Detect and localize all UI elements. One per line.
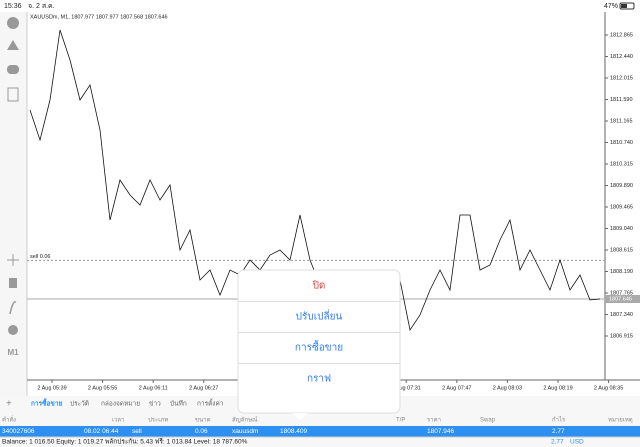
menu-item[interactable]: กราฟ — [307, 374, 331, 385]
column-header: ประเภท — [148, 417, 168, 424]
function-icon[interactable] — [9, 301, 17, 315]
chat-icon[interactable] — [7, 65, 19, 74]
y-tick-label: 1812.015 — [610, 75, 633, 81]
tab[interactable]: บันทึก — [170, 400, 187, 408]
tab[interactable]: ประวัติ — [70, 400, 89, 408]
y-tick-label: 1806.915 — [610, 333, 633, 339]
indicators-icon[interactable] — [9, 278, 17, 288]
x-tick-label: 2 Aug 05:55 — [88, 385, 117, 391]
menu-item[interactable]: ปิด — [312, 281, 325, 292]
y-tick-label: 1811.590 — [610, 97, 633, 103]
timeframe-button[interactable]: M1 — [7, 348, 19, 357]
y-tick-label: 1807.340 — [610, 312, 633, 318]
column-header: สัญลักษณ์ — [232, 416, 258, 424]
x-tick-label: 2 Aug 07:47 — [442, 385, 471, 391]
column-header: Swap — [480, 418, 496, 424]
battery: 47% — [604, 3, 618, 10]
objects-icon[interactable] — [8, 325, 18, 335]
column-header: T/P — [396, 418, 405, 424]
sell-label: sell 0.06 — [30, 254, 51, 260]
x-tick-label: 2 Aug 08:19 — [543, 385, 572, 391]
row-cell: sell — [132, 428, 142, 435]
y-tick-label: 1809.890 — [610, 183, 633, 189]
tab[interactable]: ข่าว — [149, 401, 161, 408]
row-cell: 1807.946 — [427, 428, 454, 435]
popup-arrow — [292, 413, 308, 420]
y-tick-label: 1808.190 — [610, 269, 633, 275]
current-price: 1807.646 — [609, 296, 632, 302]
tab[interactable]: การซื้อขาย — [31, 398, 62, 408]
y-tick-label: 1809.465 — [610, 204, 633, 210]
new-order-icon[interactable] — [7, 87, 19, 102]
x-tick-label: 2 Aug 08:03 — [493, 385, 522, 391]
x-tick-label: 2 Aug 06:27 — [189, 385, 218, 391]
status-date: จ. 2 ส.ค. — [28, 3, 55, 10]
currency: USD — [570, 439, 584, 446]
row-cell: 340027606 — [2, 428, 35, 435]
popup-menu — [237, 269, 401, 414]
tab[interactable]: การตั้งค่า — [197, 399, 224, 408]
column-header: กำไร — [552, 416, 566, 424]
y-tick-label: 1812.865 — [610, 32, 633, 38]
x-tick-label: 2 Aug 07:31 — [392, 385, 421, 391]
column-header: คำสั่ง — [2, 416, 16, 424]
y-tick-label: 1812.440 — [610, 54, 633, 60]
row-cell: 2.77 — [552, 428, 565, 435]
add-button[interactable]: + — [6, 399, 12, 410]
x-tick-label: 2 Aug 08:35 — [594, 385, 623, 391]
trade-icon[interactable] — [7, 40, 19, 50]
battery-level — [621, 4, 627, 8]
row-cell: 1808.409 — [280, 428, 307, 435]
battery-icon — [619, 2, 635, 10]
menu-item[interactable]: การซื้อขาย — [295, 340, 343, 354]
y-tick-label: 1808.615 — [610, 247, 633, 253]
row-cell: 08.02 06:44 — [84, 428, 119, 435]
selected-row[interactable] — [0, 426, 640, 437]
column-header: หมายเหตุ — [608, 418, 633, 424]
account-icon[interactable] — [7, 17, 19, 29]
status-time: 15:36 — [4, 3, 22, 10]
row-cell: xauusdm — [232, 428, 258, 435]
tab[interactable]: กล่องจดหมาย — [101, 401, 140, 408]
column-header: ราคา — [427, 417, 441, 424]
menu-item[interactable]: ปรับเปลี่ยน — [296, 309, 343, 323]
column-header: เวลา — [112, 418, 124, 424]
account-summary: Balance: 1 016.50 Equity: 1 019.27 พลักป… — [2, 438, 248, 446]
y-tick-label: 1810.740 — [610, 140, 633, 146]
y-tick-label: 1807.765 — [610, 290, 633, 296]
column-header: ขนาด — [195, 418, 211, 424]
row-cell: 0.06 — [195, 428, 208, 435]
x-tick-label: 2 Aug 05:39 — [37, 385, 66, 391]
y-tick-label: 1811.165 — [610, 118, 633, 124]
chart-title: XAUUSDm, M1, 1807.977 1807.977 1807.568 … — [30, 14, 168, 20]
y-tick-label: 1810.315 — [610, 161, 633, 167]
total-profit: 2.77 — [551, 439, 564, 446]
crosshair-icon[interactable] — [7, 254, 19, 266]
y-tick-label: 1809.040 — [610, 226, 633, 232]
x-tick-label: 2 Aug 06:11 — [139, 385, 168, 391]
price-box — [605, 295, 640, 304]
